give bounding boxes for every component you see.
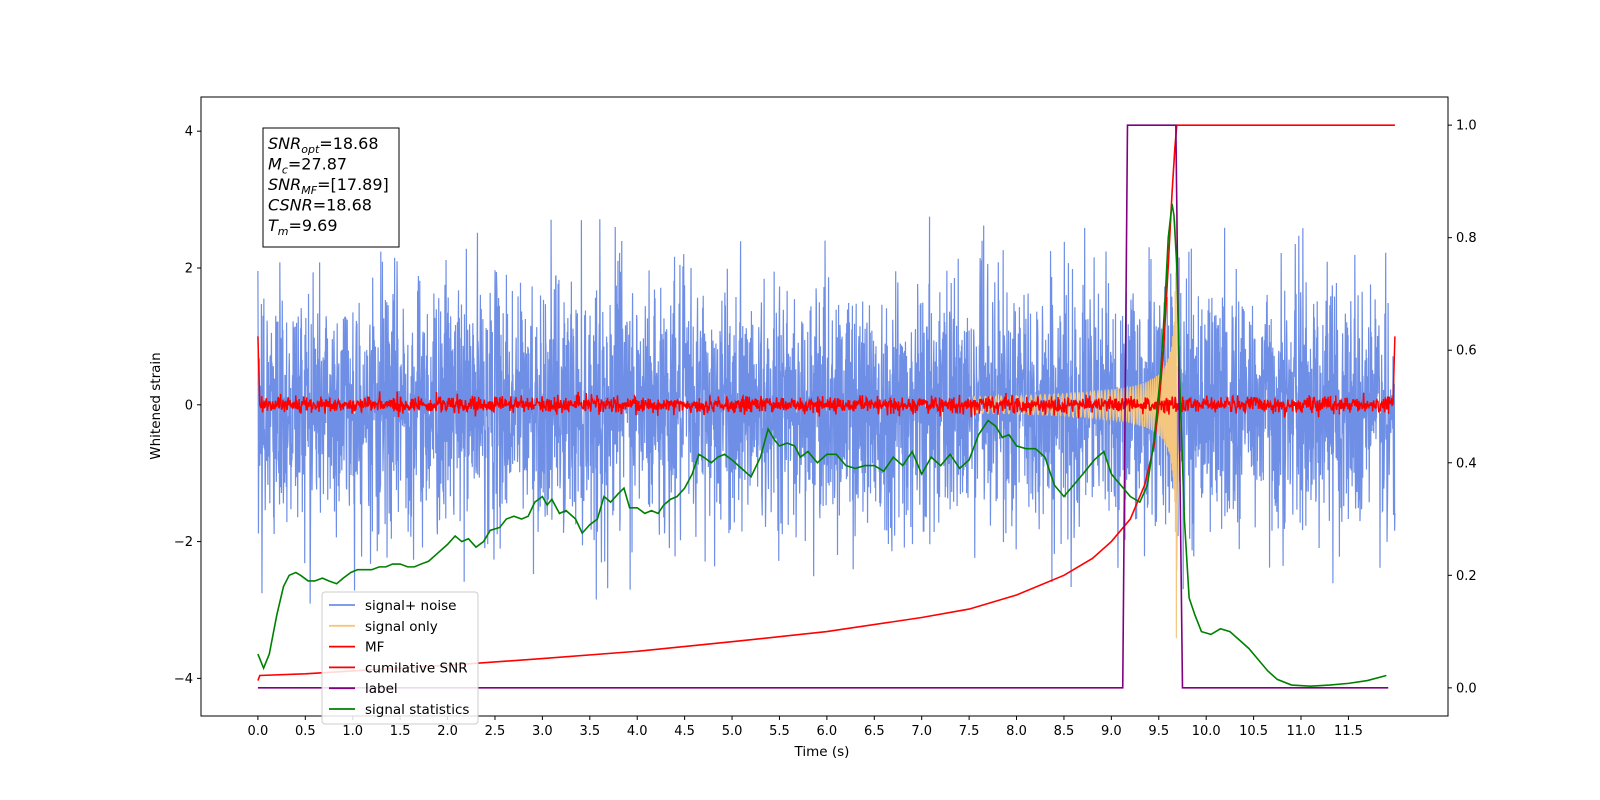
series-label bbox=[257, 124, 1389, 689]
x-tick-label: 6.0 bbox=[817, 724, 838, 739]
series-signal-statistics bbox=[257, 203, 1387, 687]
x-axis: 0.0 0.5 1.0 1.5 2.0 2.5 3.0 3.5 4.0 4.5 5.0 5.5 6.0 6… bbox=[248, 716, 1363, 739]
x-tick-label: 3.0 bbox=[532, 724, 553, 739]
y-axis-label: Whitened strain bbox=[148, 352, 164, 459]
x-tick-label: 2.5 bbox=[485, 724, 506, 739]
legend-label: MF bbox=[365, 640, 384, 656]
y-tick-label: −4 bbox=[174, 672, 193, 687]
annotation-line: Tm=9.69 bbox=[268, 216, 338, 238]
annotation-line: CSNR=18.68 bbox=[268, 196, 372, 215]
y-axis-right: 1.0 0.8 0.6 0.4 0.2 0.0 bbox=[1448, 119, 1477, 696]
x-tick-label: 3.5 bbox=[579, 724, 600, 739]
x-tick-label: 7.0 bbox=[911, 724, 932, 739]
y2-tick-label: 0.2 bbox=[1456, 569, 1477, 584]
x-tick-label: 4.0 bbox=[627, 724, 648, 739]
x-tick-label: 11.5 bbox=[1334, 724, 1363, 739]
annotation-frame bbox=[262, 127, 400, 248]
x-tick-label: 10.0 bbox=[1192, 724, 1221, 739]
series-signal-noise bbox=[257, 216, 1396, 604]
x-tick-label: 7.5 bbox=[959, 724, 980, 739]
x-tick-label: 9.5 bbox=[1148, 724, 1169, 739]
y2-tick-label: 1.0 bbox=[1456, 119, 1477, 134]
y-tick-label: 4 bbox=[185, 125, 193, 140]
y2-tick-label: 0.4 bbox=[1456, 456, 1477, 471]
x-tick-label: 2.0 bbox=[437, 724, 458, 739]
x-axis-label: Time (s) bbox=[794, 744, 850, 760]
y2-tick-label: 0.8 bbox=[1456, 231, 1477, 246]
legend: signal+ noise signal only MF cumilative SNR… bbox=[321, 591, 479, 725]
series-mf bbox=[257, 336, 1396, 419]
x-tick-label: 8.5 bbox=[1054, 724, 1075, 739]
legend-frame bbox=[321, 591, 479, 725]
y-axis-left: 4 2 0 −2 −4 bbox=[174, 125, 201, 687]
annotation-line: SNRopt=18.68 bbox=[268, 134, 379, 156]
x-tick-label: 8.0 bbox=[1006, 724, 1027, 739]
x-tick-label: 1.0 bbox=[342, 724, 363, 739]
x-tick-label: 11.0 bbox=[1287, 724, 1316, 739]
annotation-line: Mc=27.87 bbox=[268, 155, 347, 177]
legend-label: signal+ noise bbox=[365, 598, 456, 614]
y-tick-label: 2 bbox=[185, 261, 193, 276]
x-tick-label: 0.5 bbox=[295, 724, 316, 739]
plot-frame bbox=[200, 96, 1449, 717]
annotation-line: SNRMF=[17.89] bbox=[268, 175, 389, 197]
legend-label: signal statistics bbox=[365, 702, 469, 718]
x-tick-label: 6.5 bbox=[864, 724, 885, 739]
legend-label: label bbox=[365, 681, 398, 697]
legend-label: cumilative SNR bbox=[365, 660, 468, 676]
x-tick-label: 1.5 bbox=[390, 724, 411, 739]
x-tick-label: 10.5 bbox=[1239, 724, 1268, 739]
x-tick-label: 4.5 bbox=[674, 724, 695, 739]
y-tick-label: −2 bbox=[174, 535, 193, 550]
x-tick-label: 5.5 bbox=[769, 724, 790, 739]
y2-tick-label: 0.6 bbox=[1456, 344, 1477, 359]
y2-tick-label: 0.0 bbox=[1456, 681, 1477, 696]
x-tick-label: 9.0 bbox=[1101, 724, 1122, 739]
x-tick-label: 0.0 bbox=[248, 724, 269, 739]
x-tick-label: 5.0 bbox=[722, 724, 743, 739]
y-tick-label: 0 bbox=[185, 398, 193, 413]
legend-label: signal only bbox=[365, 619, 438, 635]
annotation-box: SNRopt=18.68Mc=27.87SNRMF=[17.89]CSNR=18… bbox=[262, 127, 400, 248]
